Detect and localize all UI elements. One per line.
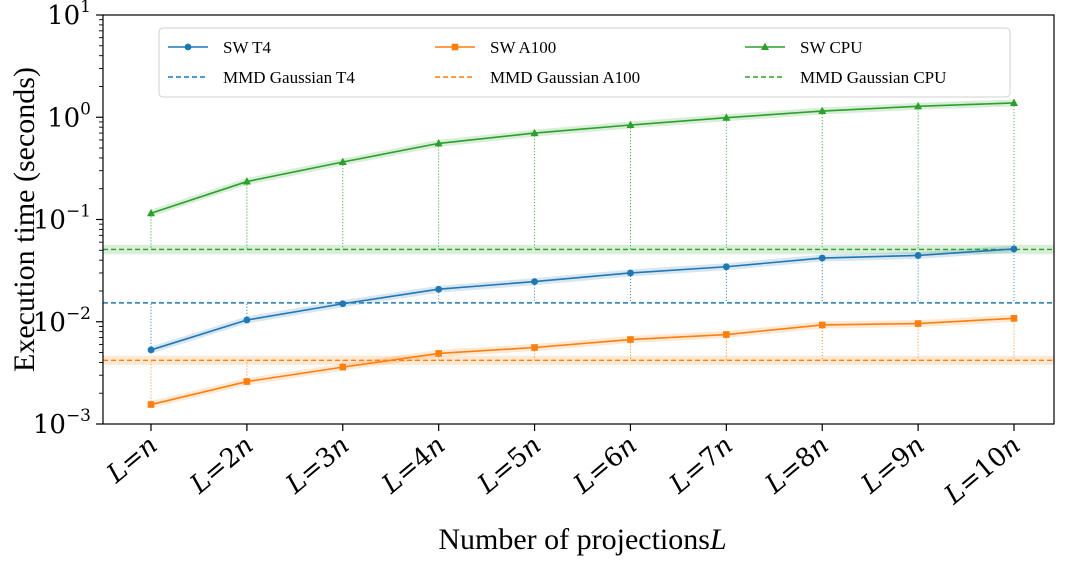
y-tick-base: 10 [33,410,66,440]
data-point [818,106,827,115]
data-series [147,98,1018,408]
data-point [626,120,635,128]
x-axis: L=n L=2n L=3n L=4n L=5n L=6n L=7n L=8n L=9nL=10n [101,424,1026,511]
data-point [531,278,538,285]
x-tick-label: L=3n [280,430,355,500]
data-point [530,128,539,137]
y-tick-label: 10−2 [33,304,91,338]
x-axis-title-variable: L [709,523,727,556]
legend-entry: SW CPU [745,38,863,57]
data-point [338,157,347,166]
y-tick-base: 10 [33,308,66,338]
legend-label: MMD Gaussian T4 [223,68,355,87]
legend-entry: MMD Gaussian T4 [168,68,355,87]
x-tick-label: L=6n [567,430,642,500]
legend-entry: SW T4 [168,38,272,57]
legend-entry: MMD Gaussian A100 [435,68,640,87]
data-point [531,344,538,351]
data-point [147,346,155,354]
series-line [150,102,1015,215]
baseline-lines [103,248,1054,361]
legend-label: MMD Gaussian CPU [800,68,946,87]
data-point [818,321,826,329]
y-tick-exponent: −3 [66,406,91,426]
x-tick-label: L=10n [938,430,1026,511]
data-point [435,285,443,293]
data-point [627,336,634,343]
data-point [1010,315,1018,322]
data-point [722,113,731,121]
x-tick-label: L=5n [472,430,547,500]
y-tick-exponent: 1 [80,0,91,17]
confidence-bands [103,99,1054,409]
x-tick-label: L=8n [759,430,834,500]
x-tick-label: L=7n [663,430,738,500]
legend-label: SW T4 [223,38,272,57]
y-tick-base: 10 [47,103,80,133]
legend-label: SW A100 [490,38,556,57]
data-point [914,101,923,110]
drop-lines [150,102,1015,405]
data-point [435,350,442,357]
data-point [243,316,251,324]
legend-marker [451,43,459,51]
x-axis-title-text: Number of projections [438,523,710,556]
data-point [147,208,155,217]
data-point [914,320,922,327]
y-tick-base: 10 [47,1,80,31]
legend-label: MMD Gaussian A100 [490,68,640,87]
series-line [150,248,1015,351]
data-point [147,401,155,408]
x-tick-label: L=4n [376,430,451,500]
data-point [434,138,443,147]
data-point [1010,245,1018,253]
data-point [1010,98,1018,106]
series-band [151,314,1014,409]
data-point [339,300,347,308]
y-tick-exponent: −1 [66,202,91,222]
legend-box [158,27,1011,98]
series-line [150,317,1015,406]
data-point [723,331,730,338]
legend-entry: SW A100 [435,38,556,57]
data-point [339,363,347,371]
y-tick-exponent: −2 [66,304,91,324]
x-tick-label: L=9n [855,430,930,500]
x-tick-label: L=2n [184,430,259,500]
series-band [151,99,1014,217]
legend-marker [184,43,192,51]
data-point [243,378,251,385]
legend-label: SW CPU [800,38,863,57]
y-axis-title: Execution time (seconds) [8,67,41,372]
y-tick-label: 10−3 [33,406,91,440]
data-point [722,263,730,271]
x-tick-label: L=n [101,430,164,489]
data-point [914,252,922,259]
series-band [151,245,1014,354]
legend-marker [761,42,769,50]
y-tick-base: 10 [33,206,66,236]
data-point [242,177,251,185]
data-point [627,269,634,277]
y-tick-label: 101 [47,0,91,31]
y-tick-label: 10−1 [33,202,91,236]
y-tick-exponent: 0 [80,99,91,119]
data-point [818,254,826,262]
x-axis-title: Number of projectionsL [438,523,726,556]
legend-entry: MMD Gaussian CPU [745,68,946,87]
legend: SW T4 SW A100 SW CPU MMD Gaussian T4 MMD Gau… [158,27,1011,98]
y-tick-label: 100 [47,99,91,133]
